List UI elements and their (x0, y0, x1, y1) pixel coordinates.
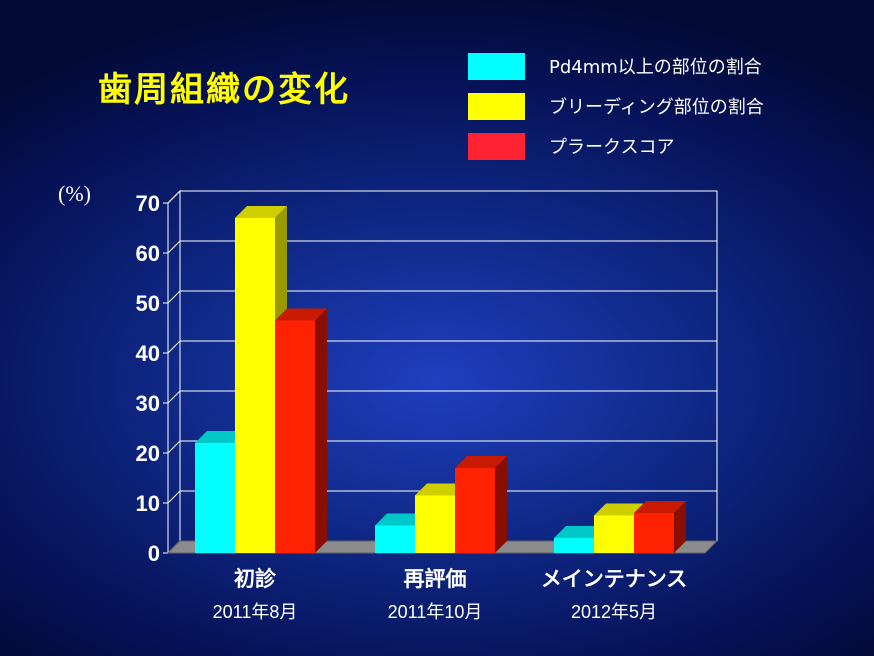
bar-top (275, 308, 327, 321)
bar (415, 495, 455, 553)
bar-side (315, 308, 327, 553)
bar-top (235, 206, 287, 218)
y-tick-label: 40 (136, 341, 160, 366)
gridline-side (167, 190, 181, 204)
side-wall (167, 189, 181, 555)
gridline-side (167, 440, 181, 454)
bar-layer (195, 206, 686, 553)
bar-top (455, 456, 507, 468)
bar-side (674, 501, 686, 553)
bar (195, 443, 235, 553)
legend: Pd4mm以上の部位の割合 ブリーディング部位の割合 プラークスコア (468, 46, 764, 166)
legend-swatch-bleeding (468, 92, 525, 120)
legend-swatch-plaque (468, 132, 525, 160)
legend-item-bleeding: ブリーディング部位の割合 (468, 86, 764, 126)
x-tick-date-label: 2012年5月 (571, 602, 657, 622)
gridline-side (167, 340, 181, 354)
bar-top (634, 501, 686, 513)
bar (275, 320, 315, 553)
legend-item-plaque: プラークスコア (468, 126, 764, 166)
x-tick-label: 初診 (234, 567, 277, 591)
y-tick-label: 60 (136, 241, 160, 266)
x-tick-label: メインテナンス (541, 568, 688, 591)
legend-item-pd4mm: Pd4mm以上の部位の割合 (468, 46, 764, 86)
bar-top (554, 526, 606, 538)
legend-label-plaque: プラークスコア (549, 137, 675, 158)
bar (634, 513, 674, 553)
y-tick-label: 10 (136, 491, 160, 516)
bar (235, 218, 275, 553)
legend-label-bleeding: ブリーディング部位の割合 (549, 97, 764, 118)
y-tick-label: 50 (136, 291, 160, 316)
bar-top (375, 513, 427, 526)
y-tick-label: 70 (136, 191, 160, 216)
gridline-side (167, 390, 181, 404)
y-axis-unit: (%) (58, 181, 91, 206)
bar-side (495, 456, 507, 553)
gridline-side (167, 240, 181, 254)
bar (594, 515, 634, 553)
y-tick-label: 20 (136, 441, 160, 466)
bar-top (415, 483, 467, 496)
gridline-side (167, 290, 181, 304)
bar (554, 538, 594, 553)
bar-top (195, 431, 247, 443)
label-layer: 0 10 20 30 40 50 60 70 (%) 初診 2011年8月 再評価 2011年10月 メイ… (58, 181, 687, 622)
gridline-side (167, 490, 181, 504)
x-tick-date-label: 2011年10月 (388, 602, 483, 622)
legend-swatch-pd4mm (468, 52, 525, 80)
bar (455, 468, 495, 553)
chart-title: 歯周組織の変化 (98, 70, 350, 110)
bar-top (594, 503, 646, 516)
y-tick-label: 30 (136, 391, 160, 416)
legend-label-pd4mm: Pd4mm以上の部位の割合 (549, 57, 762, 78)
bar (375, 525, 415, 553)
x-tick-date-label: 2011年8月 (213, 602, 298, 622)
x-tick-label: 再評価 (404, 567, 467, 591)
y-tick-label: 0 (148, 541, 160, 566)
